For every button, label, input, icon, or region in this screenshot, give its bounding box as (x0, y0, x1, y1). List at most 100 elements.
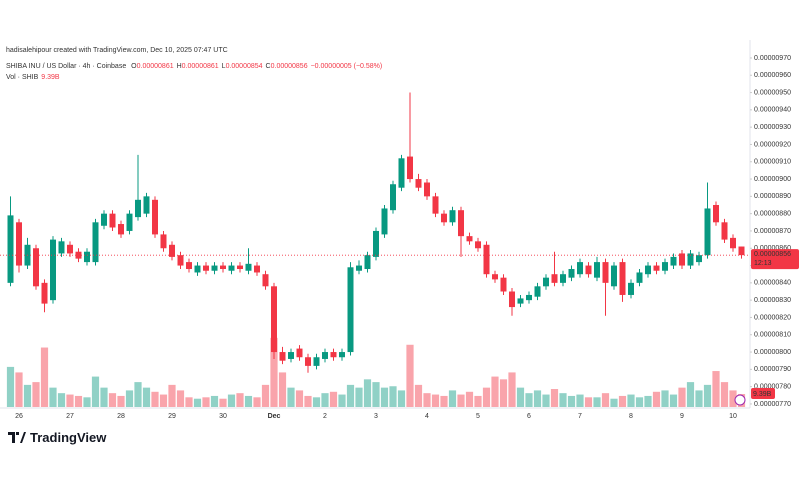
volume-bar (491, 376, 499, 407)
volume-bar (23, 384, 32, 407)
candle-body (271, 286, 277, 353)
candle-body (679, 253, 685, 266)
x-tick-label: 2 (323, 413, 327, 420)
candle-body (7, 215, 14, 283)
volume-bar (516, 387, 525, 407)
volume-bar (176, 390, 185, 407)
ohlc-label: H (176, 63, 182, 70)
candle-body (101, 213, 107, 226)
volume-bar (499, 379, 508, 407)
logo: TradingView (8, 430, 106, 445)
volume-bar (618, 395, 627, 407)
candle-body (407, 156, 413, 180)
volume-bar (193, 398, 202, 407)
volume-bar (66, 394, 74, 407)
y-tick-label: 0.00000900 (754, 176, 791, 183)
y-tick-label: 0.00000910 (754, 159, 791, 166)
x-tick-label: 3 (374, 413, 378, 420)
candle-body (483, 244, 490, 275)
volume-bar (423, 393, 431, 407)
candle-body (560, 274, 566, 283)
candle-body (92, 222, 99, 263)
volume-bar (363, 379, 372, 407)
candle-body (645, 265, 651, 275)
candle-body (58, 241, 65, 254)
candle-body (262, 274, 269, 287)
candle-body (526, 294, 532, 301)
y-tick-label: 0.00000800 (754, 349, 791, 356)
ohlc-value: 0.00000854 (225, 63, 263, 70)
y-tick-label: 0.00000920 (754, 141, 791, 148)
volume-bar (355, 387, 363, 407)
volume-bar (210, 395, 219, 407)
candle-body (330, 352, 337, 358)
volume-bar (32, 382, 40, 407)
candle-body (254, 265, 260, 273)
candle-body (126, 213, 133, 231)
y-tick-label: 0.00000840 (754, 280, 791, 287)
volume-bar (202, 397, 210, 407)
volume-bar (253, 397, 261, 407)
candle-body (738, 246, 745, 256)
volume-bar (431, 394, 440, 407)
candle-body (424, 182, 430, 197)
candle-body (687, 253, 694, 266)
candle-body (636, 272, 643, 283)
candle-body (551, 274, 558, 283)
candle-body (152, 199, 158, 235)
ohlc-label: C (265, 63, 271, 70)
candle-body (568, 269, 575, 278)
candle-body (381, 208, 388, 235)
volume-bar (329, 391, 338, 407)
volume-title: Vol · SHIB (6, 74, 39, 81)
brand: TradingView (30, 430, 107, 445)
volume-bar (321, 393, 329, 407)
volume-bar (219, 398, 227, 407)
candle-body (220, 265, 226, 270)
volume-bar (372, 382, 380, 407)
volume-bar (457, 394, 465, 407)
volume-bar (117, 395, 125, 407)
volume-value: 9.39B (41, 74, 60, 81)
volume-bar (550, 389, 559, 407)
volume-bar (729, 390, 737, 407)
volume-bar (159, 394, 168, 407)
volume-bar (635, 397, 644, 407)
candle-body (534, 286, 541, 297)
candle-body (237, 265, 243, 270)
candle-body (449, 210, 456, 223)
volume-bar (627, 394, 635, 407)
candle-body (441, 213, 447, 223)
ohlc-label: O (131, 63, 137, 70)
x-tick-label: Dec (268, 413, 281, 420)
candle-body (118, 224, 124, 235)
candle-body (322, 352, 328, 359)
volume-bar (465, 391, 474, 407)
candle-body (543, 277, 549, 287)
candle-body (33, 248, 39, 287)
volume-bar (661, 390, 669, 407)
volume-bar (100, 387, 108, 407)
volume-bar (151, 391, 159, 407)
volume-bar (74, 395, 83, 407)
volume-bar (346, 384, 355, 407)
candle-body (84, 251, 90, 263)
candle-body (458, 210, 464, 237)
volume-bar (389, 386, 397, 407)
volume-bar (40, 347, 49, 407)
x-tick-label: 26 (15, 413, 23, 420)
price-tag: 0.00000856 (754, 251, 791, 258)
volume-bar (474, 395, 482, 407)
candle-body (475, 241, 481, 249)
candle-body (619, 262, 626, 295)
candle-body (203, 265, 209, 271)
volume-bar (644, 395, 652, 407)
volume-bar (508, 372, 516, 407)
volume-bar (125, 390, 134, 407)
candle-body (662, 262, 668, 271)
y-tick-label: 0.00000780 (754, 383, 791, 390)
y-tick-label: 0.00000860 (754, 245, 791, 252)
ohlc-value: 0.00000856 (270, 63, 308, 70)
candle-body (339, 352, 345, 358)
y-tick-label: 0.00000940 (754, 107, 791, 114)
